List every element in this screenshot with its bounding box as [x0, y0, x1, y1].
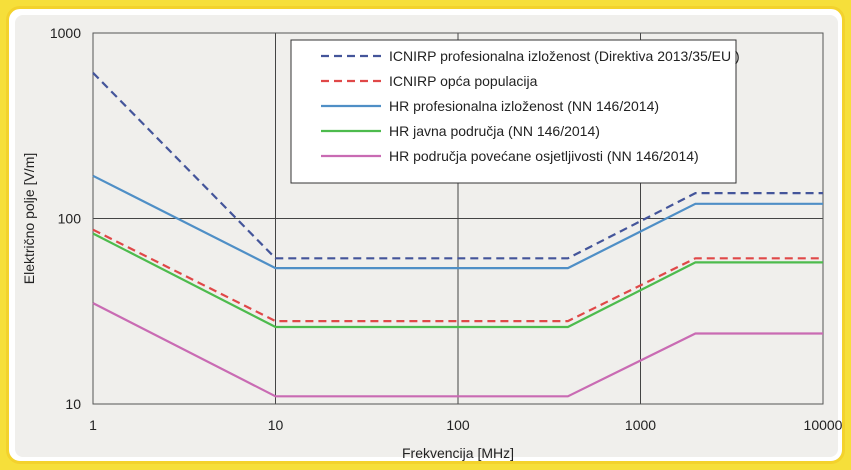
legend-label-5: HR područja povećane osjetljivosti (NN 1…	[389, 148, 699, 164]
series-layer	[92, 72, 823, 398]
x-tick-label: 10000	[804, 417, 843, 433]
x-tick-label: 1000	[625, 417, 656, 433]
y-tick-label: 100	[58, 211, 82, 227]
series-line-4	[92, 232, 823, 329]
series-line-2	[92, 228, 823, 323]
legend-label-4: HR javna područja (NN 146/2014)	[389, 123, 600, 139]
x-axis-label: Frekvencija [MHz]	[402, 445, 514, 461]
legend-label-1: ICNIRP profesionalna izloženost (Direkti…	[389, 48, 740, 64]
y-axis-label: Električno polje [V/m]	[21, 153, 37, 285]
y-tick-labels: 10 100 1000	[50, 25, 81, 412]
x-tick-label: 100	[446, 417, 470, 433]
legend-label-2: ICNIRP opća populacija	[389, 73, 538, 89]
series-line-5	[92, 302, 823, 398]
legend: ICNIRP profesionalna izloženost (Direkti…	[290, 39, 740, 184]
legend-label-3: HR profesionalna izloženost (NN 146/2014…	[389, 98, 659, 114]
legend-box	[290, 39, 737, 184]
y-tick-label: 10	[65, 396, 81, 412]
x-tick-label: 10	[268, 417, 284, 433]
y-tick-label: 1000	[50, 25, 81, 41]
x-tick-labels: 1 10 100 1000 10000	[89, 417, 843, 433]
series-line-1	[92, 72, 823, 260]
series-line-3	[92, 174, 823, 270]
x-tick-label: 1	[89, 417, 97, 433]
plot-area	[92, 32, 824, 405]
